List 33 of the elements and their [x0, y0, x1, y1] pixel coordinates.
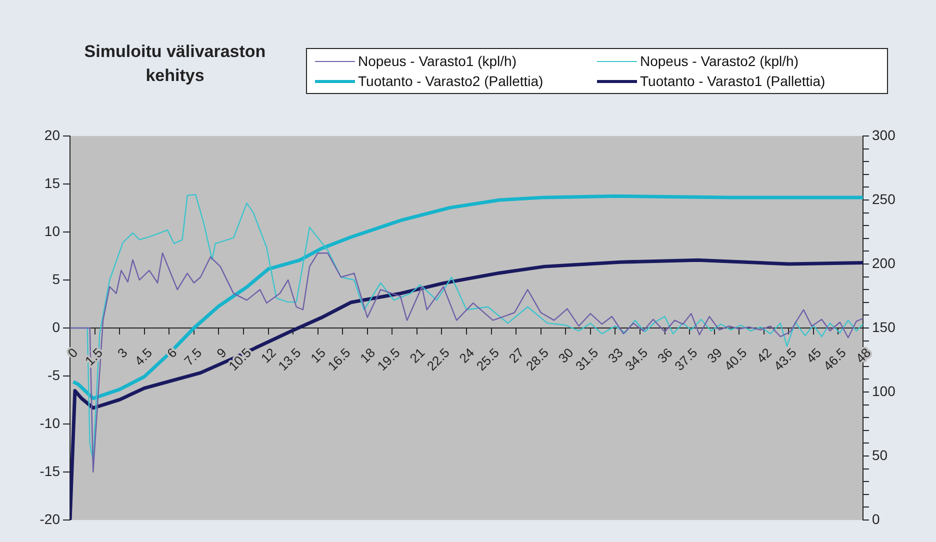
y-tick-label: 0 — [52, 318, 60, 335]
x-tick-label: 24 — [456, 345, 478, 366]
legend-label: Nopeus - Varasto2 (kpl/h) — [640, 53, 798, 69]
y-tick-label: -20 — [40, 510, 60, 527]
x-tick-label: 4.5 — [132, 345, 155, 368]
y-tick-label: 15 — [44, 174, 60, 191]
y2-tick-label: 0 — [872, 510, 880, 527]
legend-label: Tuotanto - Varasto2 (Pallettia) — [358, 73, 544, 89]
y-tick-label: -15 — [40, 462, 60, 479]
y2-tick-label: 200 — [872, 254, 896, 271]
y2-tick-label: 300 — [872, 126, 896, 143]
y2-tick-label: 250 — [872, 190, 896, 207]
x-tick-label: 6 — [164, 345, 180, 361]
legend-label: Tuotanto - Varasto1 (Pallettia) — [640, 73, 826, 89]
y-tick-label: -5 — [48, 366, 60, 383]
y-tick-label: 5 — [52, 270, 60, 287]
x-tick-label: 7.5 — [181, 345, 205, 368]
y2-tick-label: 150 — [872, 318, 896, 335]
x-tick-label: 15 — [308, 345, 328, 366]
x-tick-label: 21 — [406, 345, 428, 366]
x-tick-label: 3 — [114, 345, 130, 361]
y2-tick-label: 100 — [872, 382, 896, 399]
y-tick-label: -10 — [40, 414, 60, 431]
y-tick-label: 10 — [44, 222, 60, 239]
y-tick-label: 20 — [44, 126, 60, 143]
chart-title: Simuloitu välivaraston kehitys — [83, 41, 267, 87]
legend-label: Nopeus - Varasto1 (kpl/h) — [358, 53, 516, 69]
x-tick-label: 18 — [357, 345, 378, 366]
x-tick-label: 12 — [258, 345, 279, 366]
y2-tick-label: 50 — [872, 446, 888, 463]
x-tick-label: 9 — [214, 345, 230, 361]
x-tick-label: 27 — [506, 345, 527, 366]
x-tick-label: 1.5 — [82, 345, 106, 368]
